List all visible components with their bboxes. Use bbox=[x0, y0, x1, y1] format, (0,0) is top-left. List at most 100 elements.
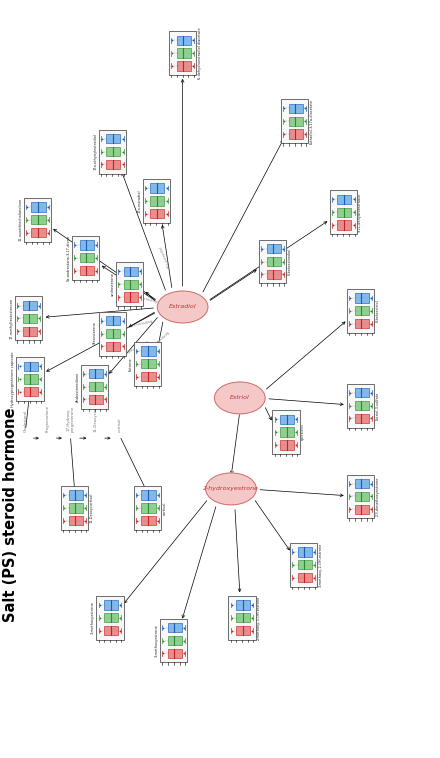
Text: Estradiol: Estradiol bbox=[169, 305, 196, 309]
Bar bbox=[124, 280, 138, 289]
Bar bbox=[72, 236, 99, 280]
Text: 6-ketoestriol: 6-ketoestriol bbox=[376, 299, 380, 322]
Text: 17a-estradiol: 17a-estradiol bbox=[137, 189, 141, 213]
Bar bbox=[169, 31, 196, 75]
Text: cortisol: cortisol bbox=[162, 501, 166, 515]
Text: 17a-estradiol: 17a-estradiol bbox=[158, 245, 172, 268]
Bar bbox=[141, 372, 156, 381]
Text: 17-methyltestosterone: 17-methyltestosterone bbox=[10, 298, 14, 339]
Text: Androstenedione: Androstenedione bbox=[120, 339, 149, 356]
Bar bbox=[22, 327, 37, 336]
Bar bbox=[355, 479, 369, 488]
Text: 11-Deoxycortisol: 11-Deoxycortisol bbox=[90, 493, 94, 523]
Ellipse shape bbox=[206, 473, 256, 505]
Bar bbox=[347, 384, 374, 428]
Bar bbox=[61, 486, 88, 530]
Bar bbox=[337, 208, 352, 217]
Bar bbox=[96, 596, 124, 640]
Bar bbox=[106, 147, 121, 156]
Bar bbox=[31, 215, 46, 224]
Text: 2,3-dimethoxyestrone: 2,3-dimethoxyestrone bbox=[376, 477, 380, 516]
Bar bbox=[176, 36, 191, 45]
Bar bbox=[297, 560, 312, 569]
Text: 11-Deoxycortisol: 11-Deoxycortisol bbox=[94, 399, 98, 432]
Text: 2-methoxy-3-OH-estrone: 2-methoxy-3-OH-estrone bbox=[257, 596, 261, 640]
Text: Estradiol-3,17a-diacetate: Estradiol-3,17a-diacetate bbox=[310, 99, 314, 144]
Bar bbox=[141, 516, 156, 525]
Text: Androstenedione: Androstenedione bbox=[76, 371, 80, 402]
Bar bbox=[141, 346, 156, 356]
Bar bbox=[99, 312, 126, 356]
Bar bbox=[355, 319, 369, 328]
Bar bbox=[330, 190, 357, 234]
Bar bbox=[347, 475, 374, 518]
Bar bbox=[69, 490, 83, 500]
Bar bbox=[99, 130, 126, 174]
Bar bbox=[88, 395, 103, 404]
Text: 2-hydroxyestrone: 2-hydroxyestrone bbox=[203, 487, 259, 491]
Bar bbox=[337, 221, 352, 230]
Text: Testosterone: Testosterone bbox=[93, 322, 97, 345]
Bar bbox=[80, 240, 94, 249]
Bar bbox=[24, 387, 38, 396]
Bar bbox=[267, 244, 281, 253]
Text: 3-methoxy-2-OH-estrone: 3-methoxy-2-OH-estrone bbox=[319, 543, 323, 587]
Bar bbox=[355, 388, 369, 397]
Text: Estrone: Estrone bbox=[128, 357, 132, 371]
Bar bbox=[124, 293, 138, 302]
Bar bbox=[150, 209, 165, 218]
Bar bbox=[289, 104, 303, 113]
Bar bbox=[347, 289, 374, 333]
Bar bbox=[168, 636, 182, 645]
Text: Salt (PS) steroid hormone: Salt (PS) steroid hormone bbox=[4, 407, 18, 622]
Bar bbox=[81, 365, 108, 409]
Bar bbox=[272, 410, 300, 454]
Bar bbox=[355, 401, 369, 410]
Bar bbox=[116, 262, 143, 306]
Bar bbox=[24, 374, 38, 384]
Bar bbox=[80, 266, 94, 275]
Bar bbox=[289, 117, 303, 126]
Ellipse shape bbox=[215, 382, 265, 414]
Bar bbox=[24, 362, 38, 371]
Text: epiestriol: epiestriol bbox=[301, 424, 305, 440]
Bar bbox=[176, 61, 191, 70]
Bar bbox=[259, 240, 286, 283]
Bar bbox=[355, 414, 369, 423]
Bar bbox=[31, 228, 46, 237]
Bar bbox=[69, 516, 83, 525]
Bar bbox=[16, 357, 44, 401]
Text: 3-methoxyestrone: 3-methoxyestrone bbox=[91, 601, 95, 634]
Bar bbox=[289, 130, 303, 139]
Bar bbox=[88, 369, 103, 378]
Bar bbox=[22, 301, 37, 310]
Bar bbox=[106, 160, 121, 169]
Bar bbox=[236, 613, 250, 622]
Bar bbox=[267, 257, 281, 266]
Bar bbox=[290, 543, 317, 587]
Bar bbox=[134, 342, 161, 386]
Bar bbox=[104, 613, 118, 622]
Bar bbox=[106, 134, 121, 143]
Bar bbox=[24, 198, 51, 242]
Text: Estriol-3-sulfate: Estriol-3-sulfate bbox=[376, 391, 380, 420]
Bar bbox=[106, 342, 121, 351]
Bar bbox=[106, 329, 121, 338]
Text: 6-dehydroestradiol diacetate: 6-dehydroestradiol diacetate bbox=[198, 27, 202, 79]
Text: Estriol: Estriol bbox=[230, 396, 249, 400]
Text: 9,11-dehydroestradiol: 9,11-dehydroestradiol bbox=[358, 193, 362, 232]
Bar bbox=[297, 573, 312, 582]
Bar bbox=[134, 486, 161, 530]
Text: cortisol: cortisol bbox=[117, 418, 122, 432]
Bar bbox=[355, 505, 369, 514]
Bar bbox=[31, 202, 46, 211]
Text: Pregnenolone: Pregnenolone bbox=[45, 405, 50, 432]
Bar bbox=[80, 253, 94, 262]
Bar bbox=[280, 415, 294, 424]
Bar bbox=[355, 306, 369, 315]
Bar bbox=[160, 619, 187, 662]
Bar bbox=[168, 623, 182, 632]
Bar bbox=[281, 99, 308, 143]
Text: 17-Hydroxy-
progesterone: 17-Hydroxy- progesterone bbox=[66, 406, 75, 432]
Text: Cholesterol: Cholesterol bbox=[23, 410, 28, 432]
